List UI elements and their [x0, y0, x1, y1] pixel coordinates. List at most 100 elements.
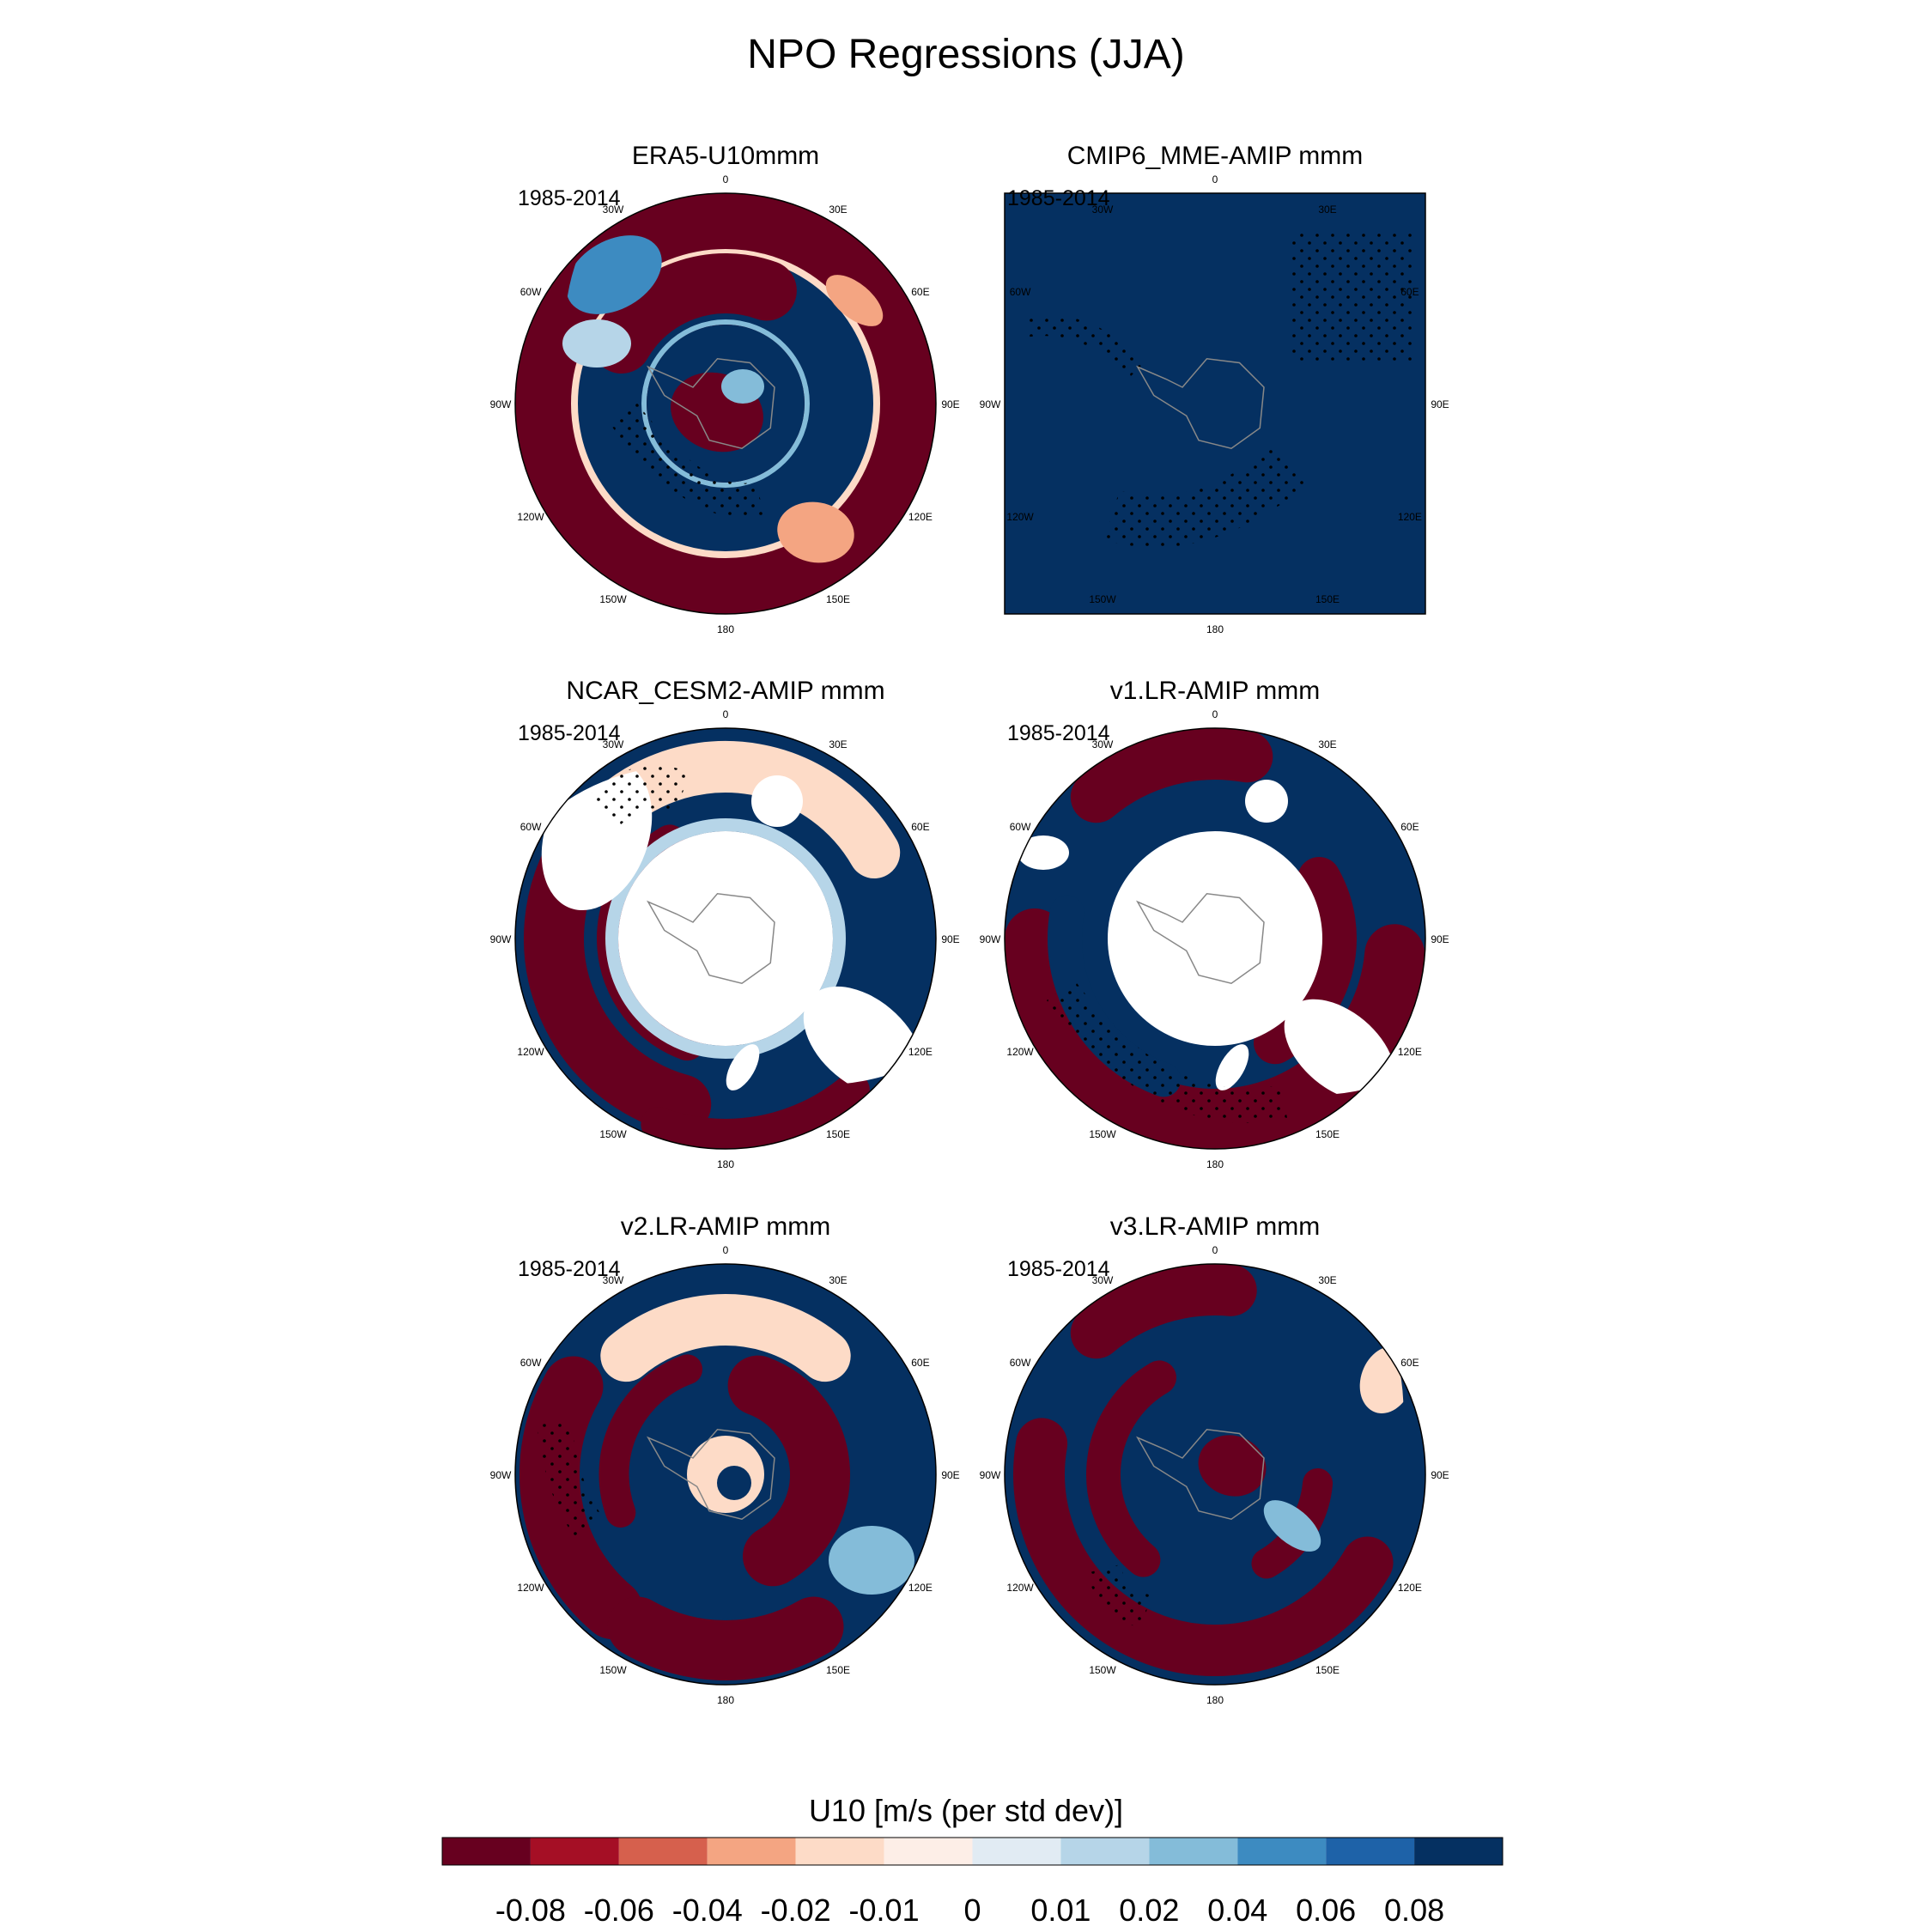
colorbar-tick-label: 0.06: [1296, 1893, 1357, 1928]
panel-title: v2.LR-AMIP mmm: [620, 1212, 831, 1241]
longitude-label: 30W: [1092, 738, 1114, 750]
colorbar-tick-label: -0.08: [495, 1893, 566, 1928]
longitude-label: 60W: [1010, 1357, 1031, 1369]
longitude-label: 0: [1212, 173, 1218, 185]
colorbar-tick-label: 0.02: [1119, 1893, 1180, 1928]
longitude-label: 30E: [829, 1274, 847, 1286]
longitude-label: 90E: [1431, 1469, 1449, 1481]
colorbar-tick-label: -0.01: [848, 1893, 920, 1928]
longitude-label: 150E: [1315, 593, 1340, 605]
longitude-label: 30W: [603, 204, 624, 216]
longitude-label: 150E: [1315, 1664, 1340, 1676]
map-border: [514, 192, 937, 615]
longitude-label: 180: [717, 1694, 734, 1706]
panel-period: 1985-2014: [518, 1257, 621, 1281]
longitude-label: 90E: [1431, 398, 1449, 410]
longitude-label: 150E: [826, 1664, 850, 1676]
longitude-label: 150W: [1089, 1664, 1116, 1676]
longitude-label: 180: [1206, 623, 1224, 635]
longitude-label: 90W: [490, 398, 512, 410]
longitude-label: 30W: [1092, 204, 1114, 216]
longitude-label: 180: [1206, 1694, 1224, 1706]
longitude-label: 0: [1212, 708, 1218, 720]
longitude-label: 0: [723, 708, 729, 720]
longitude-label: 120E: [908, 511, 933, 523]
colorbar-swatch: [972, 1838, 1061, 1865]
longitude-label: 180: [1206, 1158, 1224, 1170]
map-panel-6: 0 30E 60E 90E 120E 150E 180 150W 120W 90W 60W 30W: [980, 1244, 1449, 1706]
panel-period: 1985-2014: [1007, 721, 1110, 745]
longitude-label: 120W: [517, 1582, 544, 1594]
longitude-label: 60E: [1400, 1357, 1419, 1369]
map-border: [514, 727, 937, 1150]
longitude-label: 30W: [603, 738, 624, 750]
panel-period: 1985-2014: [1007, 1257, 1110, 1281]
longitude-label: 150E: [1315, 1128, 1340, 1140]
colorbar-tick-label: 0.01: [1030, 1893, 1091, 1928]
longitude-label: 60E: [911, 286, 929, 298]
colorbar-swatch: [1060, 1838, 1150, 1865]
longitude-label: 30E: [1318, 204, 1336, 216]
longitude-label: 30E: [1318, 738, 1336, 750]
colorbar-swatch: [1237, 1838, 1327, 1865]
colorbar-swatch: [618, 1838, 708, 1865]
map-panel-4: 0 30E 60E 90E 120E 150E 180 150W 120W 90W 60W 30W: [980, 708, 1449, 1170]
longitude-label: 120E: [908, 1046, 933, 1058]
longitude-label: 0: [1212, 1244, 1218, 1256]
panel-title: CMIP6_MME-AMIP mmm: [1066, 142, 1364, 170]
longitude-label: 60W: [520, 286, 542, 298]
longitude-label: 0: [723, 173, 729, 185]
longitude-label: 90E: [1431, 933, 1449, 945]
longitude-label: 90E: [941, 933, 959, 945]
longitude-label: 60E: [1400, 821, 1419, 833]
longitude-label: 120W: [1006, 1046, 1034, 1058]
map-border: [1004, 1263, 1426, 1686]
colorbar-title: U10 [m/s (per std dev)]: [808, 1793, 1124, 1828]
colorbar-swatch: [707, 1838, 796, 1865]
longitude-label: 120E: [1398, 1046, 1422, 1058]
longitude-label: 60W: [520, 821, 542, 833]
colorbar-tick-label: 0.08: [1384, 1893, 1445, 1928]
longitude-label: 90W: [490, 1469, 512, 1481]
colorbar-tick-label: -0.04: [671, 1893, 743, 1928]
longitude-label: 120E: [1398, 1582, 1422, 1594]
longitude-label: 60W: [1010, 821, 1031, 833]
longitude-label: 90W: [980, 933, 1001, 945]
colorbar-tick-label: 0.04: [1207, 1893, 1268, 1928]
colorbar-tick-label: -0.02: [760, 1893, 831, 1928]
map-panel-1: 0 30E 60E 90E 120E 150E 180 150W 120W 90W 60W 30W: [490, 173, 960, 635]
longitude-label: 120W: [1006, 1582, 1034, 1594]
colorbar-swatch: [1149, 1838, 1238, 1865]
colorbar-swatch: [1414, 1838, 1503, 1865]
map-border: [1004, 727, 1426, 1150]
longitude-label: 60E: [911, 821, 929, 833]
longitude-label: 150W: [599, 1664, 627, 1676]
map-panel-3: 0 30E 60E 90E 120E 150E 180 150W 120W 90W 60W 30W: [490, 708, 960, 1170]
colorbar: [441, 1837, 1504, 1866]
longitude-label: 120W: [517, 511, 544, 523]
colorbar-swatch: [795, 1838, 884, 1865]
longitude-label: 90E: [941, 1469, 959, 1481]
panel-period: 1985-2014: [518, 721, 621, 745]
longitude-label: 150W: [1089, 1128, 1116, 1140]
longitude-label: 90W: [980, 1469, 1001, 1481]
longitude-label: 120E: [908, 1582, 933, 1594]
longitude-label: 90W: [980, 398, 1001, 410]
longitude-label: 90W: [490, 933, 512, 945]
longitude-label: 180: [717, 623, 734, 635]
longitude-label: 120W: [517, 1046, 544, 1058]
panel-title: v1.LR-AMIP mmm: [1109, 677, 1321, 705]
colorbar-swatch: [442, 1838, 531, 1865]
longitude-label: 60E: [911, 1357, 929, 1369]
map-panel-5: 0 30E 60E 90E 120E 150E 180 150W 120W 90W 60W 30W: [490, 1244, 960, 1706]
longitude-label: 30E: [829, 738, 847, 750]
map-border: [1004, 192, 1426, 615]
panel-title: v3.LR-AMIP mmm: [1109, 1212, 1321, 1241]
longitude-label: 150W: [599, 593, 627, 605]
longitude-label: 60W: [1010, 286, 1031, 298]
longitude-label: 60E: [1400, 286, 1419, 298]
colorbar-tick-label: 0: [963, 1893, 981, 1928]
longitude-label: 150E: [826, 593, 850, 605]
longitude-label: 150E: [826, 1128, 850, 1140]
